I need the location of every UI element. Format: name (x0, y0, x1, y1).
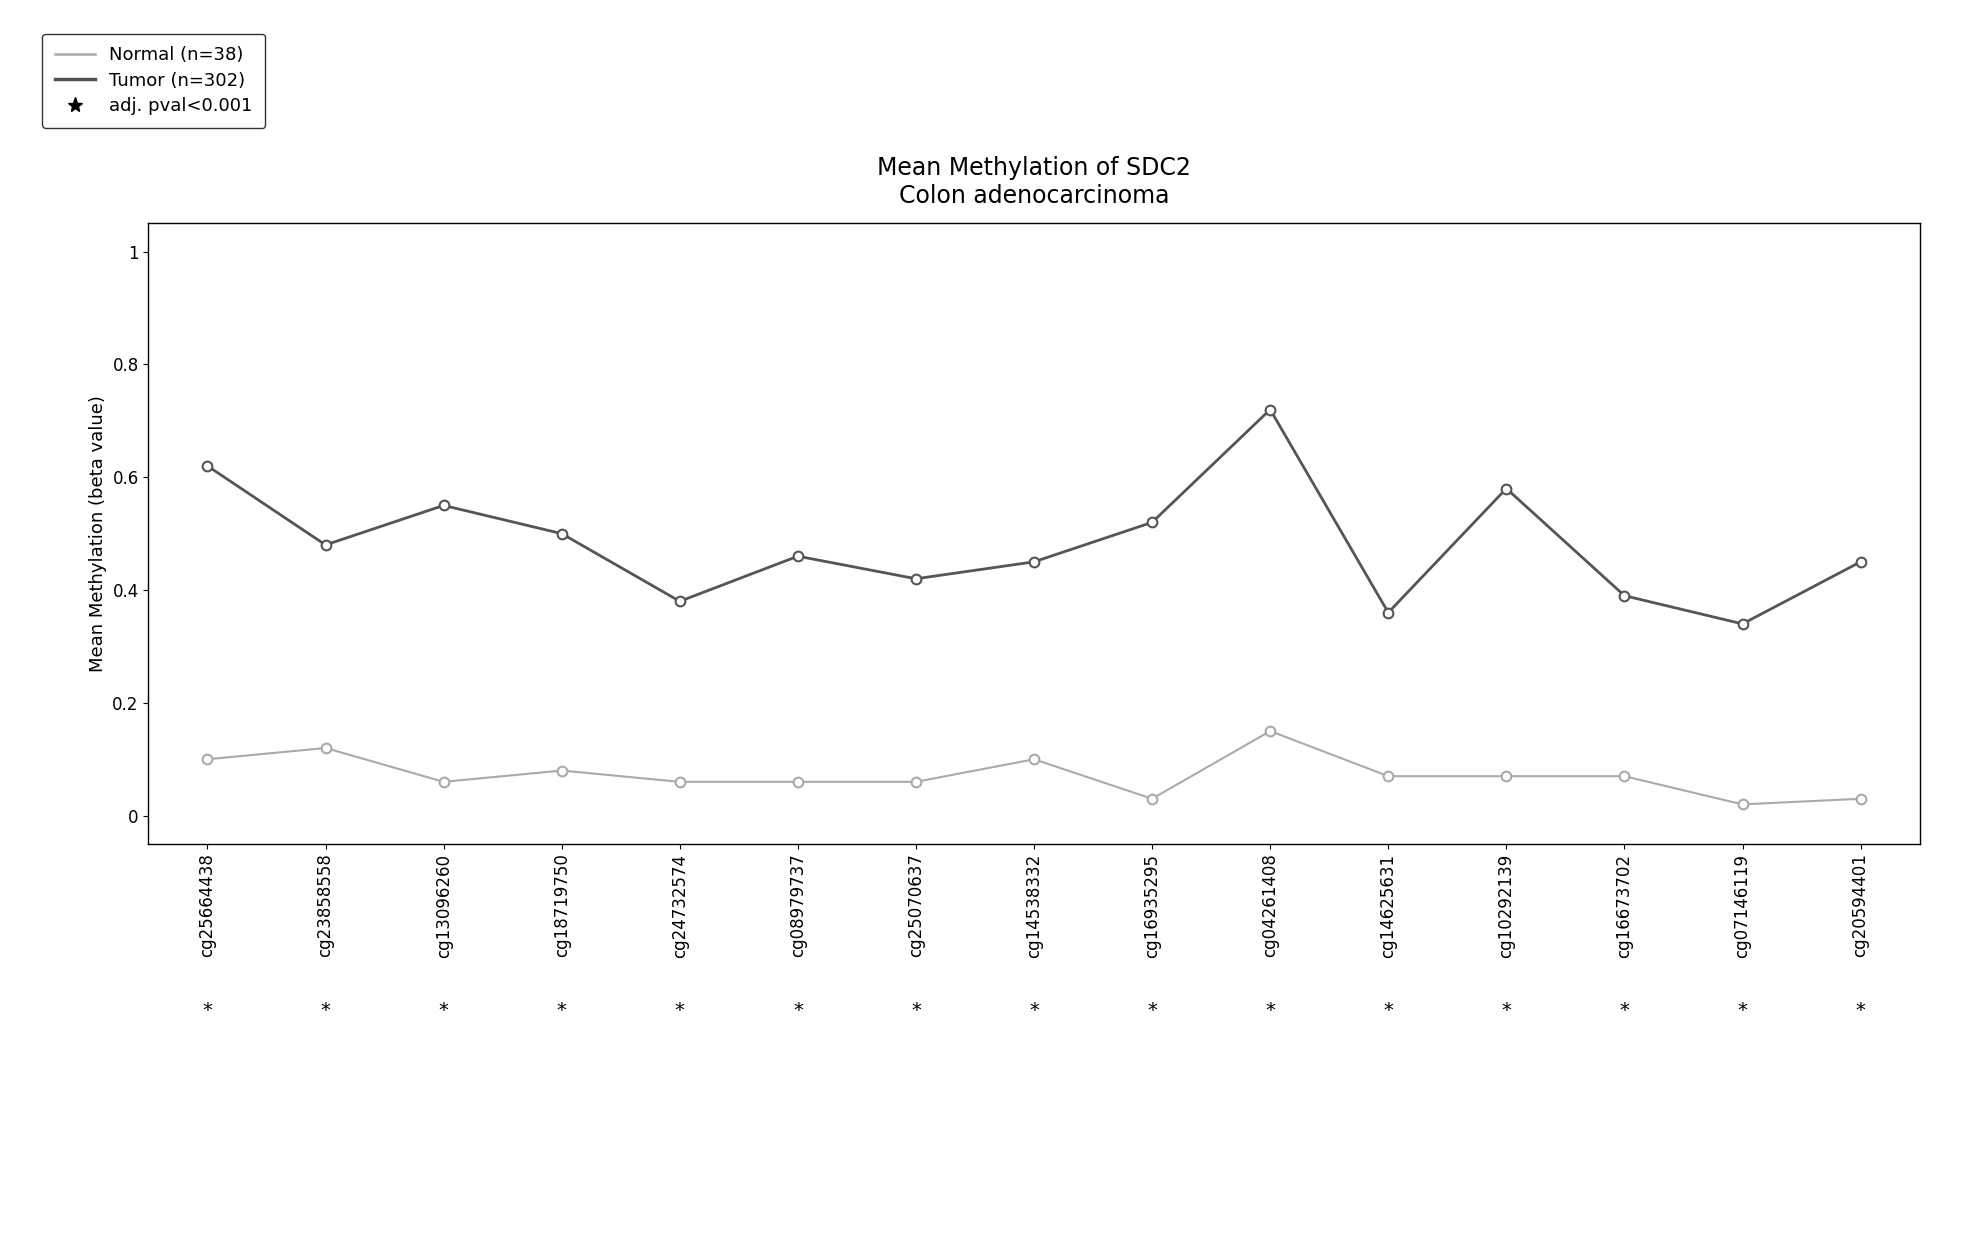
Text: *: * (1738, 1001, 1747, 1020)
Y-axis label: Mean Methylation (beta value): Mean Methylation (beta value) (89, 395, 107, 673)
Text: *: * (794, 1001, 803, 1020)
Text: *: * (1856, 1001, 1866, 1020)
Text: *: * (910, 1001, 920, 1020)
Text: *: * (202, 1001, 212, 1020)
Text: *: * (439, 1001, 449, 1020)
Text: *: * (675, 1001, 685, 1020)
Legend: Normal (n=38), Tumor (n=302), adj. pval<0.001: Normal (n=38), Tumor (n=302), adj. pval<… (42, 34, 265, 128)
Text: *: * (1265, 1001, 1274, 1020)
Text: *: * (1029, 1001, 1039, 1020)
Text: *: * (1502, 1001, 1512, 1020)
Text: *: * (1383, 1001, 1393, 1020)
Text: *: * (1619, 1001, 1629, 1020)
Text: *: * (1148, 1001, 1158, 1020)
Title: Mean Methylation of SDC2
Colon adenocarcinoma: Mean Methylation of SDC2 Colon adenocarc… (877, 156, 1191, 207)
Text: *: * (321, 1001, 330, 1020)
Text: *: * (556, 1001, 566, 1020)
